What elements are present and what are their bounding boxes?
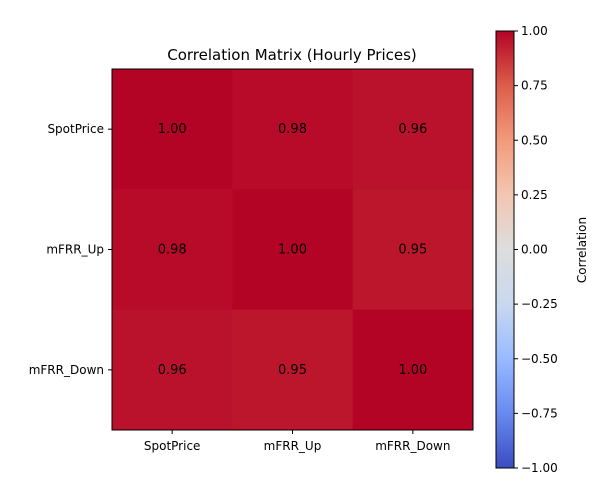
cell-label-2-0: 0.96 [158, 363, 187, 378]
y-tick-label-0: SpotPrice [47, 122, 104, 136]
cell-label-1-2: 0.95 [398, 243, 427, 258]
colorbar [495, 30, 515, 469]
x-tick-label-1: mFRR_Up [264, 439, 322, 453]
heatmap-cell-0-1 [232, 69, 354, 190]
x-tick-label-0: SpotPrice [144, 439, 201, 453]
heatmap-cell-1-1 [232, 189, 354, 311]
colorbar-tick-label-1: −0.75 [521, 406, 558, 420]
cell-label-0-0: 1.00 [158, 122, 187, 137]
heatmap-cell-2-0 [112, 309, 233, 431]
colorbar-tick-label-2: −0.50 [521, 352, 558, 366]
colorbar-tick-label-7: 0.75 [521, 79, 548, 93]
colorbar-tick-label-0: −1.00 [521, 461, 558, 475]
colorbar-tick-label-8: 1.00 [521, 24, 548, 38]
heatmap-cell-labels: 1.00 0.98 0.96 0.98 1.00 0.95 0.96 0.95 1.00 [158, 122, 428, 378]
colorbar-tick-label-3: −0.25 [521, 297, 558, 311]
heatmap-cell-2-1 [232, 309, 354, 431]
heatmap-cell-0-2 [352, 69, 474, 190]
colorbar-label: Correlation [575, 217, 589, 283]
cell-label-1-0: 0.98 [158, 243, 187, 258]
heatmap-cell-0-0 [112, 69, 233, 190]
colorbar-tick-label-6: 0.50 [521, 133, 548, 147]
colorbar-tick-label-4: 0.00 [521, 243, 548, 257]
colorbar-tick-label-5: 0.25 [521, 188, 548, 202]
x-tick-label-2: mFRR_Down [375, 439, 450, 453]
heatmap-cell-1-2 [352, 189, 474, 311]
chart-title: Correlation Matrix (Hourly Prices) [167, 46, 417, 64]
cell-label-0-1: 0.98 [278, 122, 307, 137]
y-tick-label-2: mFRR_Down [29, 363, 104, 377]
heatmap-cell-2-2 [352, 309, 474, 431]
cell-label-1-1: 1.00 [278, 243, 307, 258]
cell-label-0-2: 0.96 [398, 122, 427, 137]
x-axis: SpotPrice mFRR_Up mFRR_Down [144, 430, 450, 453]
colorbar-ticks: −1.00 −0.75 −0.50 −0.25 0.00 0.25 0.50 0.75 1.00 [514, 24, 558, 475]
y-axis: SpotPrice mFRR_Up mFRR_Down [29, 122, 112, 377]
heatmap-cells [112, 69, 474, 431]
cell-label-2-1: 0.95 [278, 363, 307, 378]
heatmap-cell-1-0 [112, 189, 233, 311]
y-tick-label-1: mFRR_Up [46, 243, 104, 257]
cell-label-2-2: 1.00 [398, 363, 427, 378]
